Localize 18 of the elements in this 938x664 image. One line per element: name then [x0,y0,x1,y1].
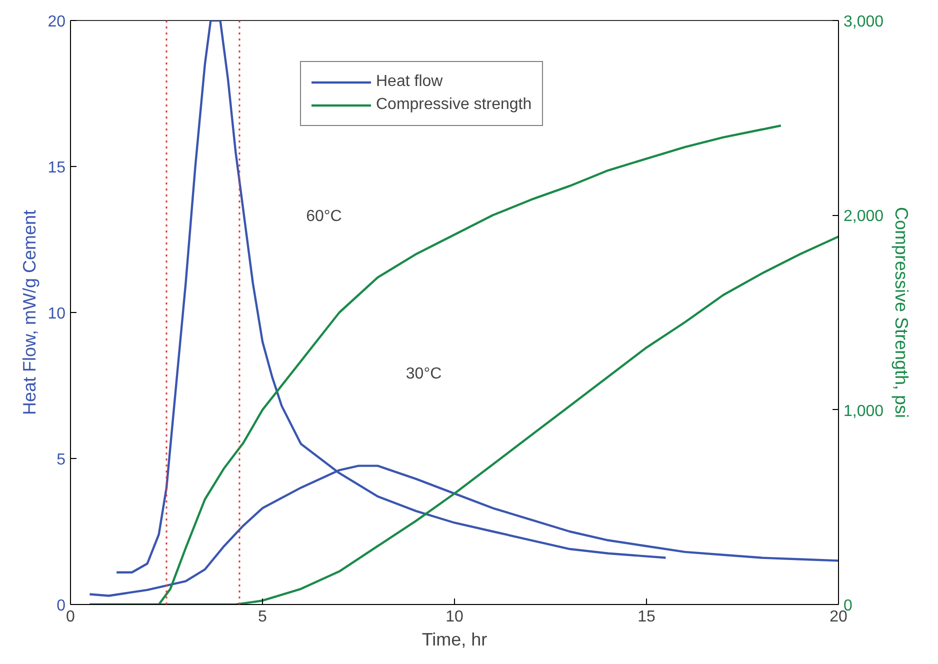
y2-axis-title: Compressive Strength, psi [892,206,912,418]
y2-tick-label: 1,000 [844,402,884,420]
x-tick-label: 15 [638,608,656,626]
x-tick-label: 5 [258,608,268,626]
legend-label: Heat flow [376,73,443,91]
x-tick-label: 10 [446,608,464,626]
annotation: 60°C [306,208,342,225]
y-tick-label: 5 [56,452,66,468]
annotation: 30°C [406,366,442,383]
y-tick-label: 0 [56,598,66,614]
legend-label: Compressive strength [376,96,532,114]
y-tick-label: 10 [48,306,66,322]
x-axis-title: Time, hr [422,630,488,650]
y2-tick-label: 2,000 [844,208,884,226]
y-tick-label: 20 [48,14,66,30]
y2-tick-label: 3,000 [844,14,884,30]
y-tick-label: 15 [48,160,66,176]
y-axis-title: Heat Flow, mW/g Cement [20,210,40,416]
